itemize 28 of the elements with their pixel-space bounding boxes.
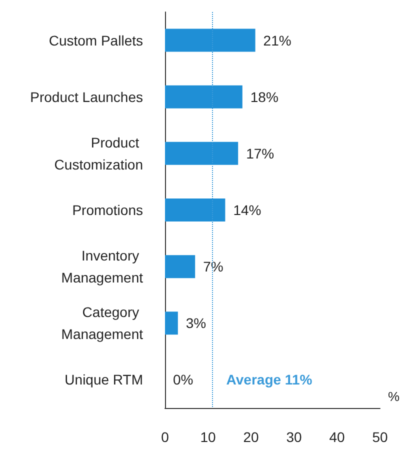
y-tick-label: Custom Pallets	[48, 32, 143, 48]
y-tick-label: Unique RTM	[64, 372, 143, 388]
y-tick-label: Promotions	[72, 202, 143, 218]
y-tick-label: Category Management	[61, 304, 144, 342]
bar	[165, 312, 178, 335]
data-label: 21%	[263, 32, 292, 48]
bar	[165, 198, 226, 222]
x-tick-label: 20	[243, 429, 259, 445]
ref-line-label: Average 11%	[226, 372, 313, 388]
x-axis-title: %	[388, 389, 400, 404]
data-label: 0%	[173, 372, 194, 388]
data-label: 3%	[186, 315, 206, 332]
data-label: 14%	[233, 202, 262, 218]
x-tick-label: 50	[372, 429, 388, 445]
bar	[165, 28, 256, 52]
bar	[165, 142, 238, 165]
x-tick-label: 30	[286, 429, 302, 445]
data-label: 17%	[246, 145, 274, 162]
x-tick-label: 40	[329, 429, 345, 445]
bar	[165, 255, 196, 278]
bar	[165, 85, 242, 108]
y-tick-label: Inventory Management	[61, 248, 144, 286]
data-label: 18%	[250, 88, 278, 105]
y-tick-label: Product Launches	[30, 88, 143, 105]
y-tick-label: Product Customization	[54, 134, 143, 172]
x-tick-label: 0	[161, 429, 170, 445]
x-tick-label: 10	[200, 429, 216, 445]
data-label: 7%	[203, 258, 224, 275]
